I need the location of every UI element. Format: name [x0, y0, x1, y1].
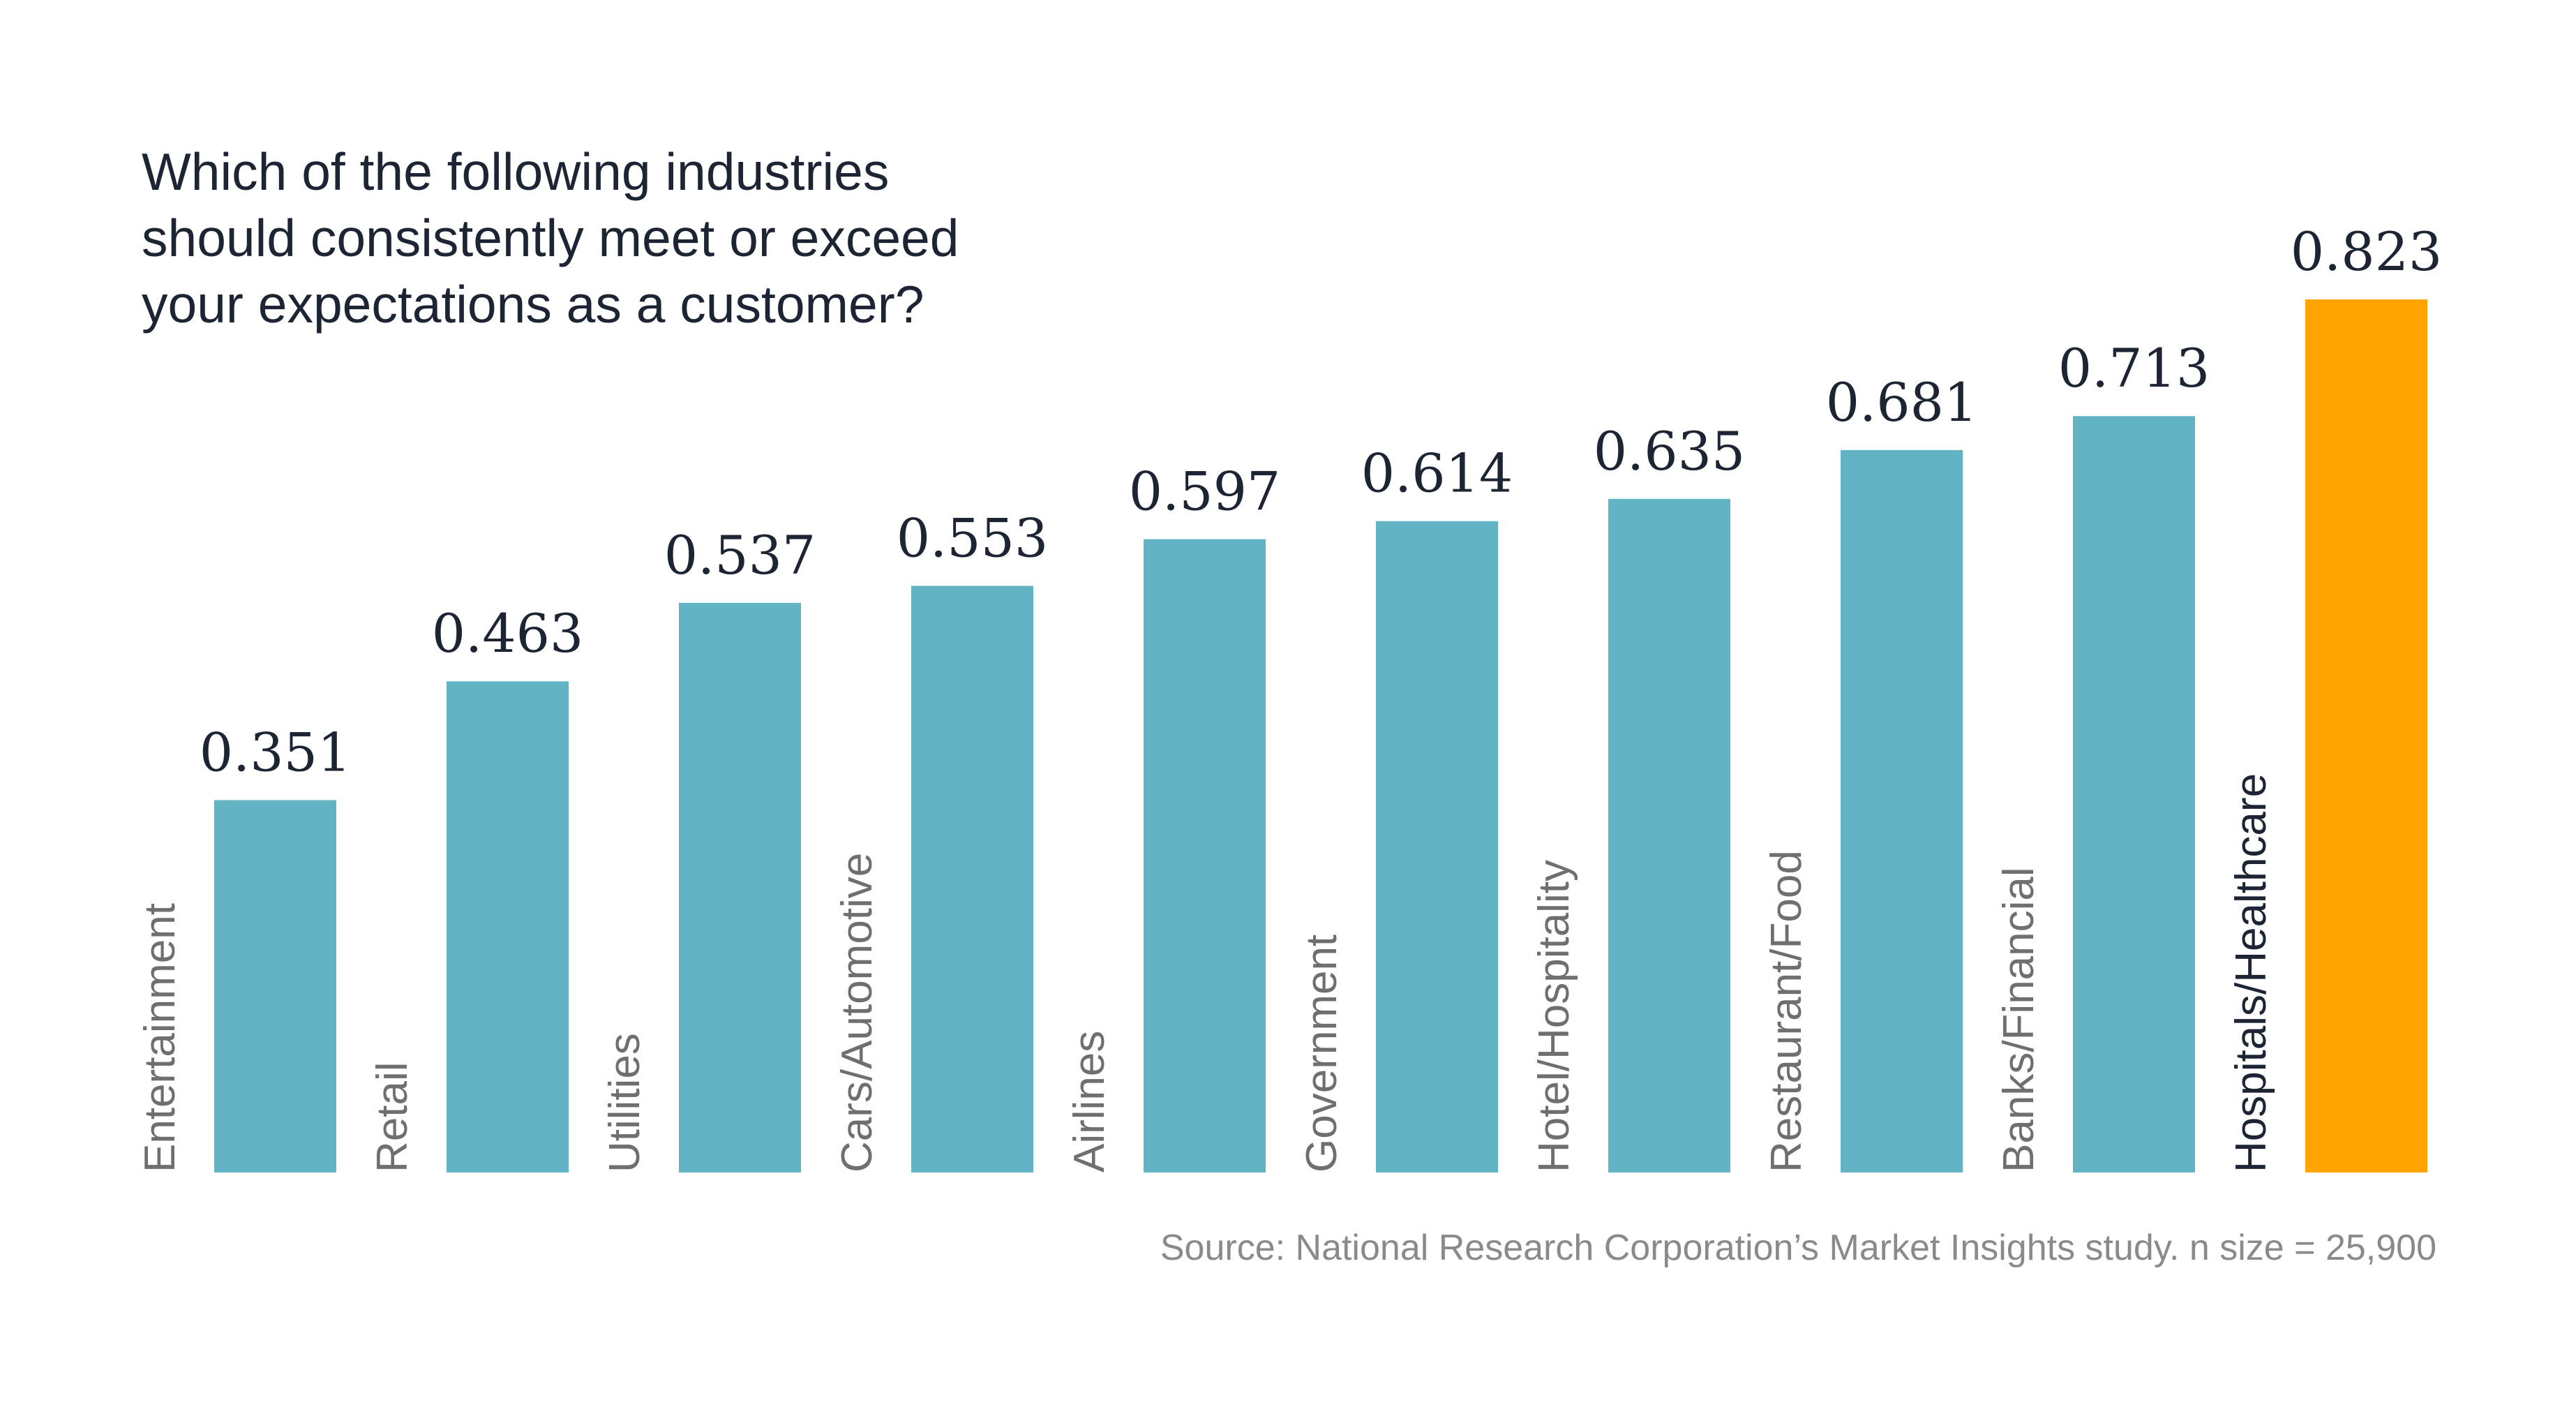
value-label: 0.597 — [1129, 461, 1281, 523]
category-label: Hospitals/Healthcare — [2227, 773, 2275, 1172]
chart-title-line-2: should consistently meet or exceed — [142, 209, 959, 267]
bar-hospitals-healthcare — [2305, 299, 2427, 1172]
value-label: 0.614 — [1361, 442, 1513, 505]
chart-title: Which of the following industries should… — [142, 142, 959, 334]
category-label: Utilities — [601, 1033, 649, 1172]
value-label: 0.635 — [1594, 420, 1746, 482]
bar-entertainment — [214, 800, 336, 1172]
chart-title-line-1: Which of the following industries — [142, 142, 889, 201]
value-label: 0.713 — [2058, 337, 2210, 399]
bar-utilities — [679, 602, 801, 1172]
value-label: 0.553 — [897, 507, 1049, 569]
value-label: 0.537 — [664, 524, 816, 586]
bar-retail — [447, 681, 569, 1172]
value-label: 0.463 — [432, 602, 584, 664]
category-label: Retail — [368, 1062, 417, 1172]
category-label: Cars/Automotive — [833, 853, 881, 1172]
source-note: Source: National Research Corporation’s … — [1160, 1228, 2436, 1268]
bar-banks-financial — [2073, 416, 2195, 1172]
bar-cars-automotive — [911, 586, 1033, 1172]
category-label: Airlines — [1065, 1031, 1114, 1172]
bar-hotel-hospitality — [1608, 498, 1730, 1172]
category-label: Government — [1298, 935, 1346, 1172]
value-label: 0.823 — [2291, 221, 2443, 283]
category-label: Entertainment — [136, 903, 184, 1172]
value-label: 0.351 — [200, 721, 352, 783]
bar-airlines — [1144, 539, 1266, 1172]
plot-area: 0.351 Entertainment 0.463 Retail 0.537 Utilit… — [136, 221, 2442, 1172]
bar-restaurant-food — [1841, 449, 1963, 1172]
category-label: Restaurant/Food — [1762, 850, 1811, 1172]
category-label: Hotel/Hospitality — [1530, 860, 1578, 1172]
bar-government — [1376, 521, 1498, 1172]
chart-title-line-3: your expectations as a customer? — [142, 275, 924, 334]
value-label: 0.681 — [1826, 371, 1978, 433]
category-label: Banks/Financial — [1995, 867, 2043, 1172]
